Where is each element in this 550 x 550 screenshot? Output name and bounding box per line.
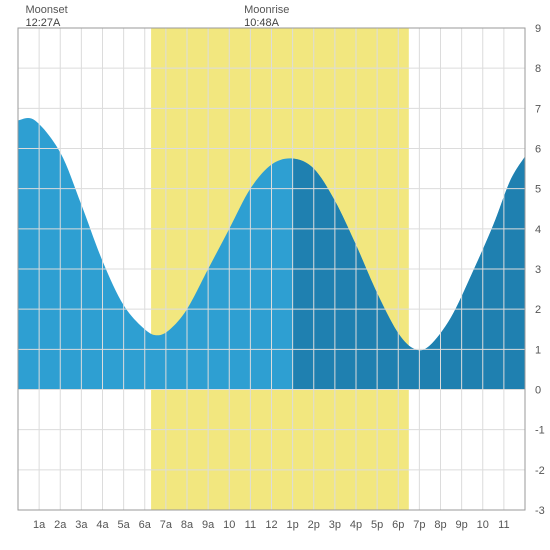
- x-tick-label: 12: [265, 519, 277, 531]
- x-tick-label: 4a: [96, 519, 109, 531]
- x-tick-label: 9p: [456, 519, 468, 531]
- x-tick-label: 9a: [202, 519, 215, 531]
- x-tick-label: 8p: [434, 519, 446, 531]
- x-tick-label: 10: [477, 519, 489, 531]
- y-tick-label: 2: [535, 304, 541, 316]
- x-tick-label: 7a: [160, 519, 173, 531]
- x-tick-label: 5a: [118, 519, 131, 531]
- y-tick-label: 4: [535, 224, 541, 236]
- x-tick-label: 6p: [392, 519, 404, 531]
- y-tick-label: 5: [535, 184, 541, 196]
- x-tick-label: 3p: [329, 519, 341, 531]
- y-tick-label: 3: [535, 264, 541, 276]
- x-tick-label: 3a: [75, 519, 88, 531]
- x-tick-label: 1a: [33, 519, 46, 531]
- y-tick-label: -1: [535, 425, 545, 437]
- x-tick-label: 8a: [181, 519, 194, 531]
- x-tick-label: 5p: [371, 519, 383, 531]
- y-tick-label: 7: [535, 103, 541, 115]
- x-tick-label: 4p: [350, 519, 362, 531]
- y-tick-label: -3: [535, 505, 545, 517]
- tide-chart: 1a2a3a4a5a6a7a8a9a1011121p2p3p4p5p6p7p8p…: [0, 0, 550, 550]
- y-tick-label: 9: [535, 23, 541, 35]
- moonrise-annotation: Moonrise 10:48A: [244, 4, 289, 30]
- x-tick-label: 11: [245, 519, 256, 531]
- chart-svg: 1a2a3a4a5a6a7a8a9a1011121p2p3p4p5p6p7p8p…: [0, 0, 550, 550]
- moonset-label: Moonset: [26, 4, 68, 17]
- x-tick-label: 2a: [54, 519, 67, 531]
- moonrise-label: Moonrise: [244, 4, 289, 17]
- moonset-annotation: Moonset 12:27A: [26, 4, 68, 30]
- moonset-time: 12:27A: [26, 17, 68, 30]
- y-tick-label: 1: [535, 344, 541, 356]
- x-tick-label: 1p: [287, 519, 299, 531]
- x-tick-label: 10: [223, 519, 235, 531]
- moonrise-time: 10:48A: [244, 17, 289, 30]
- y-tick-label: 0: [535, 385, 541, 397]
- y-tick-label: -2: [535, 465, 545, 477]
- x-tick-label: 11: [498, 519, 509, 531]
- y-tick-label: 6: [535, 144, 541, 156]
- y-tick-label: 8: [535, 63, 541, 75]
- x-tick-label: 6a: [139, 519, 152, 531]
- x-tick-label: 2p: [308, 519, 320, 531]
- x-tick-label: 7p: [413, 519, 425, 531]
